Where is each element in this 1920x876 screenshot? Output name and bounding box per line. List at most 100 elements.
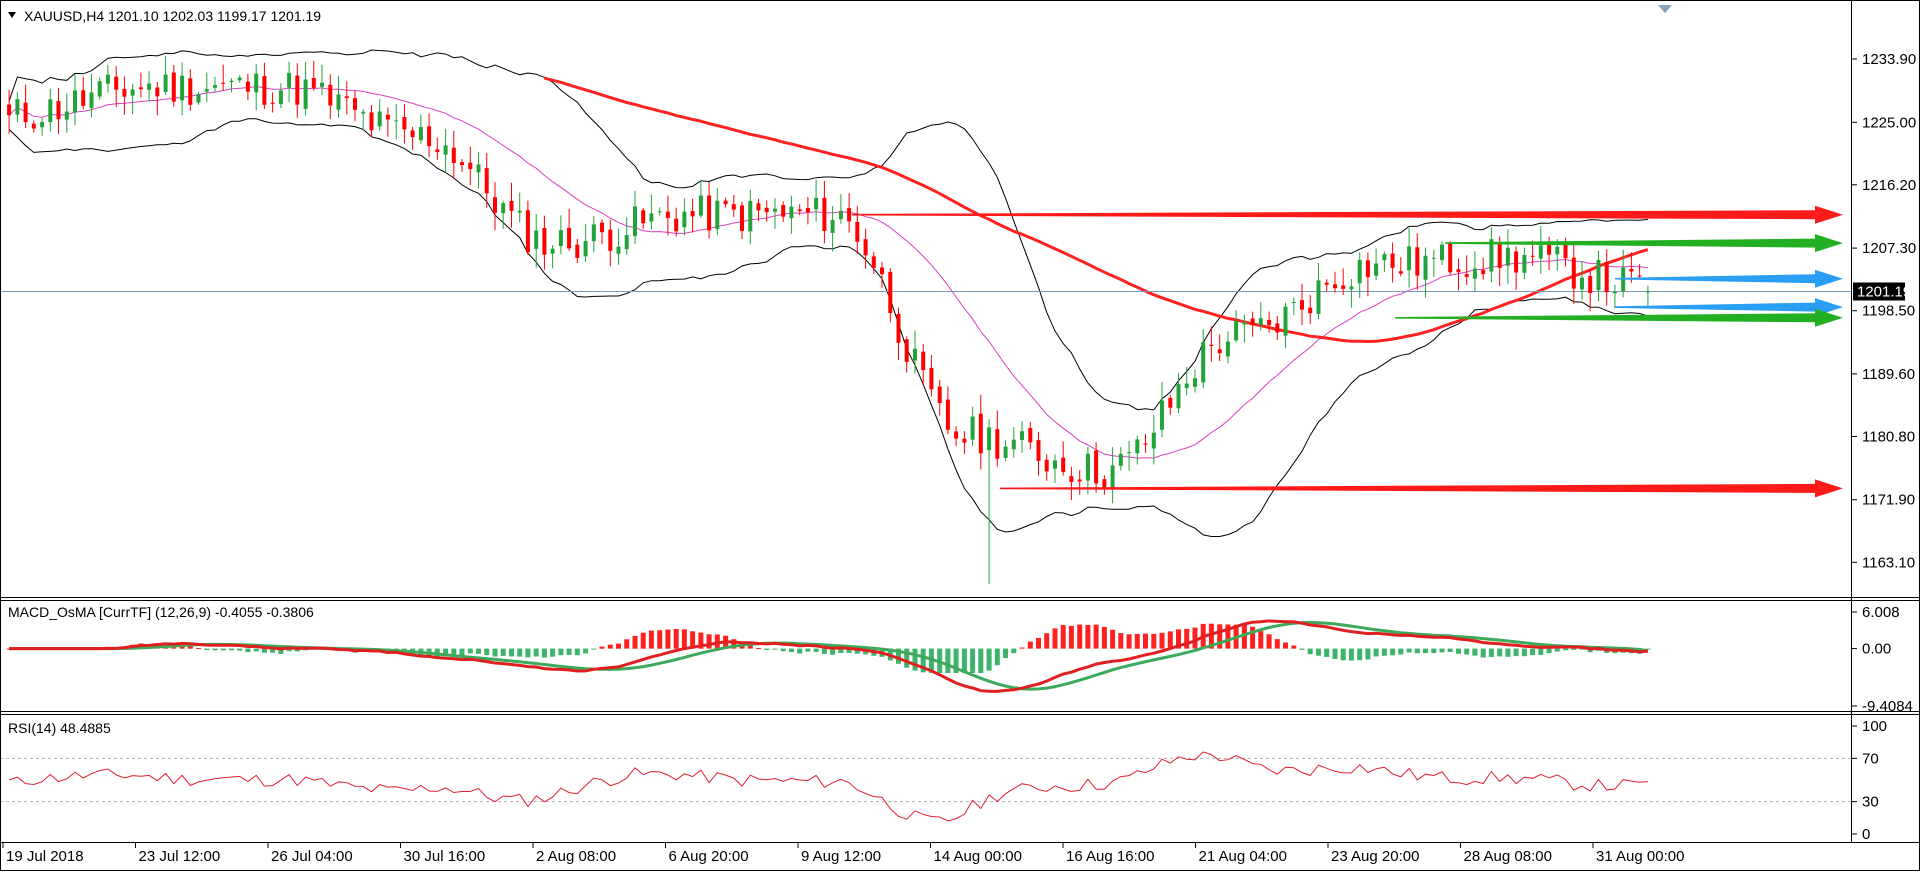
macd-histogram-bar bbox=[1184, 628, 1190, 649]
rsi-scale: 100 70 30 0 bbox=[1851, 718, 1887, 843]
candle-body bbox=[871, 256, 876, 268]
macd-histogram-bar bbox=[772, 648, 778, 650]
macd-histogram-bar bbox=[945, 648, 951, 673]
candle-body bbox=[1225, 341, 1230, 357]
horizontal-arrow-red[interactable] bbox=[1000, 479, 1843, 498]
macd-histogram-bar bbox=[1645, 648, 1651, 650]
horizontal-arrow-blue[interactable] bbox=[1615, 298, 1843, 317]
candle-body bbox=[624, 235, 629, 250]
macd-histogram-bar bbox=[756, 648, 761, 650]
candle-body bbox=[344, 96, 349, 99]
time-tick-label: 31 Aug 00:00 bbox=[1596, 848, 1684, 865]
macd-histogram-bar bbox=[1439, 648, 1445, 653]
macd-histogram-bar bbox=[550, 648, 556, 657]
candle-body bbox=[740, 205, 744, 231]
candle-body bbox=[1472, 268, 1477, 279]
macd-histogram-bar bbox=[920, 648, 926, 673]
macd-histogram-bar bbox=[1027, 641, 1033, 649]
candle-body bbox=[353, 98, 357, 110]
price-tick-label: 1163.10 bbox=[1862, 554, 1915, 571]
macd-tick-label: 6.008 bbox=[1862, 604, 1900, 621]
candle-body bbox=[237, 77, 242, 81]
candle-body bbox=[501, 203, 506, 214]
macd-histogram-bar bbox=[1546, 648, 1552, 654]
candle-body bbox=[493, 197, 497, 213]
candle-body bbox=[954, 431, 959, 439]
bollinger-upper-line bbox=[8, 49, 1648, 411]
macd-histogram-bar bbox=[698, 632, 704, 649]
macd-histogram-bar bbox=[821, 648, 827, 654]
macd-histogram-bar bbox=[1225, 624, 1231, 649]
candle-body bbox=[1629, 268, 1634, 272]
macd-histogram-bar bbox=[1093, 624, 1099, 649]
macd-histogram-bar bbox=[1472, 648, 1478, 656]
candle-body bbox=[1382, 254, 1387, 261]
candle-body bbox=[410, 130, 415, 138]
macd-histogram-bar bbox=[187, 646, 193, 649]
macd-histogram-bar bbox=[813, 648, 819, 652]
candle-body bbox=[1390, 253, 1395, 268]
macd-histogram-bar bbox=[212, 648, 218, 651]
macd-histogram-bar bbox=[451, 648, 457, 656]
macd-histogram-bar bbox=[657, 630, 663, 649]
candle-body bbox=[15, 99, 20, 115]
candle-body bbox=[937, 386, 942, 403]
macd-histogram-bar bbox=[665, 629, 671, 649]
rsi-tick-label: 30 bbox=[1862, 794, 1879, 811]
candle-body bbox=[987, 427, 992, 451]
candle-body bbox=[204, 89, 209, 92]
macd-histogram-bar bbox=[830, 648, 836, 655]
scroll-shift-marker-icon[interactable] bbox=[1658, 5, 1672, 13]
candle-body bbox=[945, 399, 950, 430]
price-scale[interactable]: 1233.90 1225.00 1216.20 1207.30 1198.50 1189.… bbox=[1851, 51, 1916, 571]
macd-histogram-bar bbox=[1513, 648, 1519, 657]
candle-body bbox=[913, 348, 917, 361]
macd-histogram-bar bbox=[1538, 648, 1544, 655]
horizontal-arrow-green[interactable] bbox=[1445, 234, 1843, 253]
horizontal-arrow-green[interactable] bbox=[1395, 308, 1843, 327]
candle-body bbox=[1431, 257, 1436, 259]
macd-histogram-bar bbox=[1217, 624, 1223, 649]
candle-body bbox=[633, 206, 637, 237]
candle-body bbox=[962, 438, 967, 443]
current-price-label: 1201.19 bbox=[1857, 284, 1911, 301]
time-tick-label: 26 Jul 04:00 bbox=[271, 848, 353, 865]
macd-histogram-bar bbox=[1563, 648, 1568, 651]
horizontal-arrow-blue[interactable] bbox=[1615, 269, 1843, 288]
macd-histogram-bar bbox=[525, 648, 531, 658]
candle-body bbox=[1275, 323, 1280, 333]
candle-body bbox=[1020, 431, 1024, 440]
macd-plot bbox=[6, 619, 1651, 693]
price-tick-label: 1225.00 bbox=[1862, 114, 1916, 131]
candle-body bbox=[855, 222, 860, 242]
candle-body bbox=[1291, 302, 1296, 303]
moving-average-line bbox=[544, 76, 1649, 344]
rsi-pane[interactable]: RSI(14) 48.4885 100 70 30 0 bbox=[0, 718, 1887, 843]
candle-body bbox=[81, 90, 86, 106]
candle-body bbox=[163, 74, 168, 92]
macd-histogram-bar bbox=[1340, 648, 1346, 661]
time-tick-label: 6 Aug 20:00 bbox=[669, 848, 749, 865]
candle-body bbox=[1588, 276, 1593, 293]
triangle-down-icon[interactable] bbox=[8, 12, 16, 18]
macd-pane[interactable]: MACD_OsMA [CurrTF] (12,26,9) -0.4055 -0.… bbox=[6, 604, 1913, 715]
macd-histogram-bar bbox=[1365, 648, 1371, 660]
candle-body bbox=[427, 126, 432, 147]
candle-body bbox=[1423, 255, 1428, 280]
horizontal-arrows[interactable] bbox=[852, 205, 1843, 498]
price-tick-label: 1233.90 bbox=[1862, 51, 1916, 68]
candle-body bbox=[1258, 318, 1263, 326]
macd-histogram-bar bbox=[1324, 648, 1330, 657]
macd-histogram-bar bbox=[1505, 648, 1511, 657]
horizontal-arrow-red[interactable] bbox=[852, 205, 1843, 224]
candle-body bbox=[1333, 284, 1337, 289]
candle-body bbox=[221, 82, 226, 84]
candle-body bbox=[888, 271, 893, 313]
price-pane[interactable]: 1233.90 1225.00 1216.20 1207.30 1198.50 1189.… bbox=[0, 49, 1916, 585]
candle-body bbox=[1374, 263, 1379, 276]
macd-histogram-bar bbox=[1398, 648, 1404, 655]
candle-body bbox=[394, 120, 399, 122]
candle-body bbox=[1349, 286, 1354, 290]
